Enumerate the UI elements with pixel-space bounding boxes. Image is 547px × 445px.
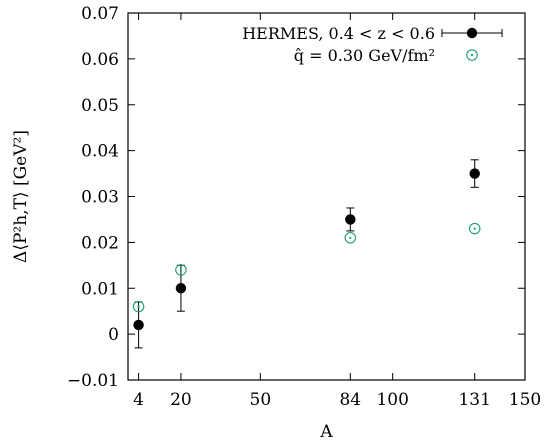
y-tick-label: 0.07: [81, 4, 119, 24]
data-point-model-center: [349, 236, 352, 239]
data-point-model: [175, 264, 187, 276]
y-axis-label: Δ⟨P²h,T⟩ [GeV²]: [11, 130, 31, 263]
legend-label: q̂ = 0.30 GeV/fm²: [294, 46, 435, 65]
data-point-hermes: [469, 168, 480, 179]
legend-marker-hermes: [466, 27, 478, 39]
legend-marker-model: [466, 49, 478, 61]
data-point-model-center: [473, 227, 476, 230]
data-point-hermes: [175, 283, 187, 294]
data-point-model-center: [137, 305, 140, 308]
legend: HERMES, 0.4 < z < 0.6 q̂ = 0.30 GeV/fm²: [242, 24, 503, 65]
y-tick-label: 0.06: [81, 50, 119, 70]
data-point-model-center: [179, 268, 183, 271]
ticks-layer: 4 20 50 84 100 131 150 −0.01 0 0.01 0.02 0.03 0.04 0.…: [67, 4, 541, 410]
y-tick-label: 0.01: [81, 279, 119, 299]
x-tick-label: 100: [376, 390, 408, 410]
x-tick-label: 4: [133, 390, 144, 410]
data-point-model: [132, 300, 145, 313]
y-tick-label: −0.01: [67, 371, 119, 391]
data-point-hermes: [345, 214, 356, 225]
x-axis-label: A: [319, 422, 333, 442]
y-tick-label: 0.04: [81, 142, 119, 162]
x-tick-label: 131: [458, 390, 490, 410]
x-tick-label: 50: [250, 390, 272, 410]
plot-frame: [127, 12, 526, 381]
legend-marker-model-center: [470, 53, 474, 57]
y-tick-label: 0.03: [81, 188, 119, 208]
y-tick-label: 0.05: [81, 96, 119, 116]
data-point-hermes: [133, 319, 144, 331]
x-tick-label: 84: [339, 390, 361, 410]
data-point-model: [344, 232, 357, 244]
series-layer: [132, 159, 481, 349]
legend-label: HERMES, 0.4 < z < 0.6: [242, 24, 435, 43]
x-tick-label: 150: [509, 390, 541, 410]
data-point-model: [468, 222, 481, 235]
x-tick-label: 20: [170, 390, 192, 410]
y-tick-label: 0: [108, 325, 119, 345]
y-tick-label: 0.02: [81, 233, 119, 253]
